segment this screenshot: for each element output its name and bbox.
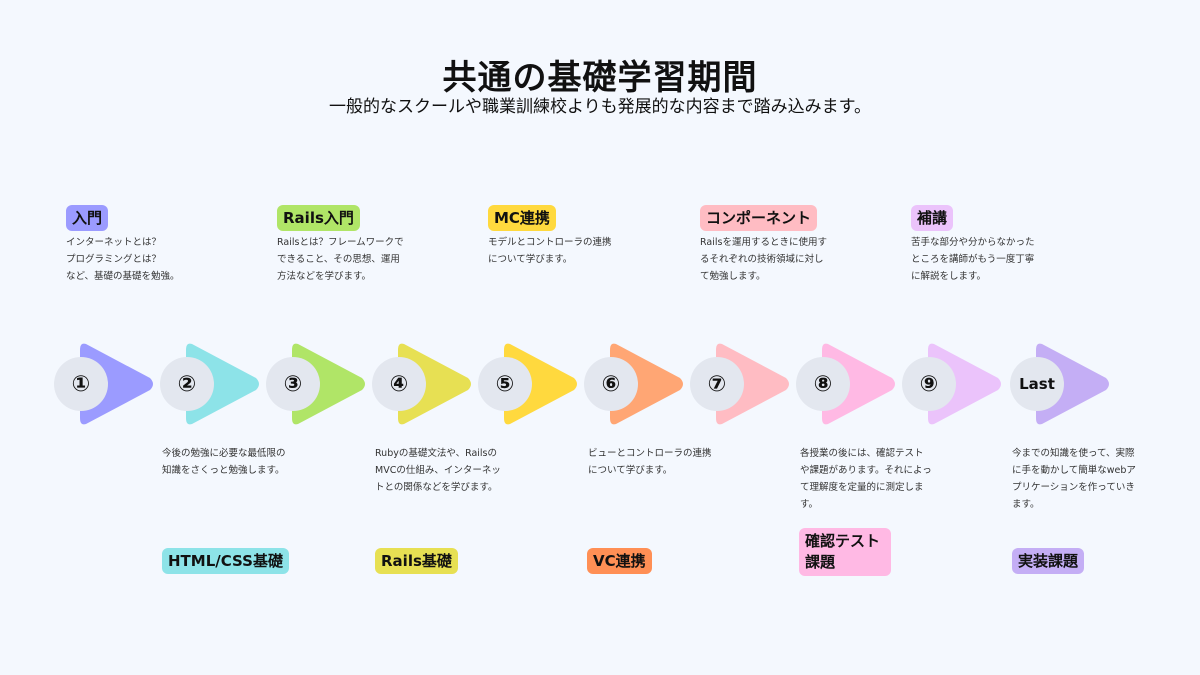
- step-6-marker: ⑥: [584, 342, 694, 426]
- step-6-label: VC連携: [587, 548, 652, 574]
- step-4-description: Rubyの基礎文法や、RailsのMVCの仕組み、インターネットとの関係などを学…: [375, 448, 501, 493]
- step-1-desc-line-1: インターネットとは？: [66, 237, 162, 248]
- step-1-description: インターネットとは？ プログラミングとは？ など、基礎の基礎を勉強。: [66, 234, 206, 285]
- step-number: ⑥: [584, 357, 638, 411]
- step-4-marker: ④: [372, 342, 482, 426]
- step-number: ⑧: [796, 357, 850, 411]
- step-number: ⑨: [902, 357, 956, 411]
- step-9-marker: ⑨: [902, 342, 1012, 426]
- step-9-description: 苦手な部分や分からなかったところを講師がもう一度丁寧に解説をします。: [911, 237, 1035, 282]
- step-number: ④: [372, 357, 426, 411]
- step-last-label: 実装課題: [1012, 548, 1085, 574]
- step-1-desc-line-3: など、基礎の基礎を勉強。: [66, 271, 180, 282]
- step-8-marker: ⑧: [796, 342, 906, 426]
- step-number: ⑦: [690, 357, 744, 411]
- step-last-marker: Last: [1010, 342, 1120, 426]
- step-3-description: Railsとは？フレームワークでできること、その思想、運用方法などを学びます。: [277, 237, 404, 282]
- step-2-description: 今後の勉強に必要な最低限の知識をさくっと勉強します。: [162, 448, 286, 476]
- step-2-marker: ②: [160, 342, 270, 426]
- step-2-label: HTML/CSS基礎: [162, 548, 289, 574]
- step-1-marker: ①: [54, 342, 164, 426]
- page-title: 共通の基礎学習期間: [442, 58, 758, 98]
- step-6-description: ビューとコントローラの連携について学びます。: [588, 448, 712, 476]
- page-subtitle: 一般的なスクールや職業訓練校よりも発展的な内容まで踏み込みます。: [329, 97, 871, 117]
- step-1-desc-line-2: プログラミングとは？: [66, 254, 162, 265]
- step-8-description: 各授業の後には、確認テストや課題があります。それによって理解度を定量的に測定しま…: [800, 448, 932, 510]
- step-number: Last: [1010, 357, 1064, 411]
- step-7-marker: ⑦: [690, 342, 800, 426]
- step-7-description: Railsを運用するときに使用するそれぞれの技術領域に対して勉強します。: [700, 237, 827, 282]
- step-5-description: モデルとコントローラの連携について学びます。: [488, 237, 612, 265]
- step-3-label: Rails入門: [277, 205, 360, 231]
- step-1-label: 入門: [66, 205, 109, 231]
- step-number: ③: [266, 357, 320, 411]
- step-4-label: Rails基礎: [375, 548, 458, 574]
- step-5-label: MC連携: [488, 205, 556, 231]
- step-number: ②: [160, 357, 214, 411]
- step-9-label: 補講: [911, 205, 954, 231]
- step-7-label: コンポーネント: [700, 205, 818, 231]
- step-3-marker: ③: [266, 342, 376, 426]
- step-5-marker: ⑤: [478, 342, 588, 426]
- step-8-label: 確認テスト課題: [799, 528, 891, 576]
- step-number: ①: [54, 357, 108, 411]
- step-last-description: 今までの知識を使って、実際に手を動かして簡単なwebアプリケーションを作っていき…: [1012, 448, 1136, 510]
- step-number: ⑤: [478, 357, 532, 411]
